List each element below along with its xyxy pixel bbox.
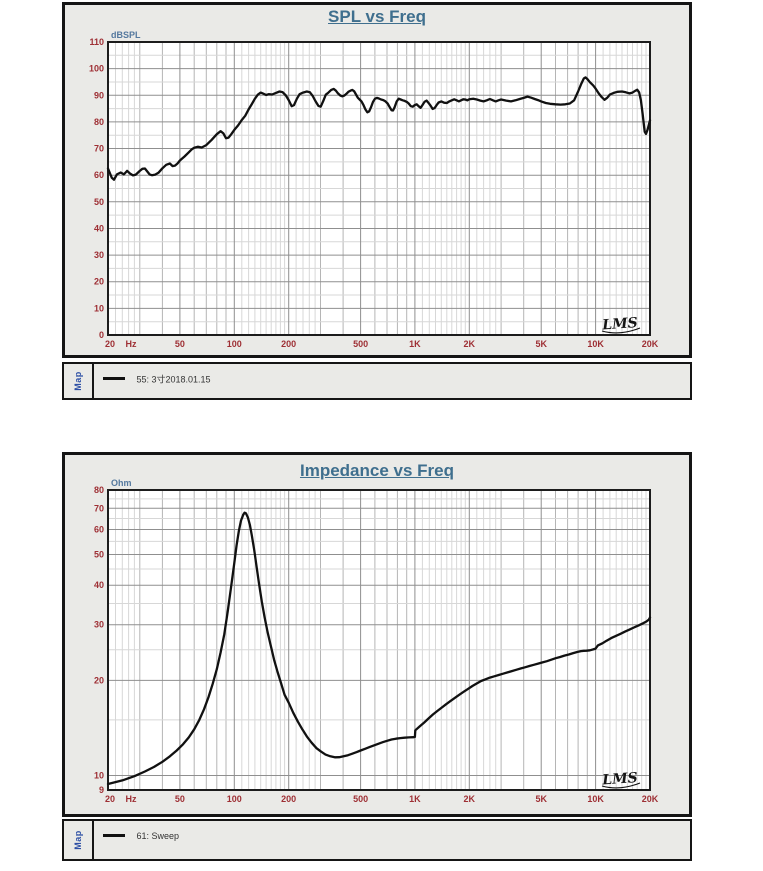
legend-label: 61: Sweep <box>136 830 179 841</box>
svg-text:10K: 10K <box>587 339 604 349</box>
impedance-window: Impedance vs Freq 20 50 100 200 500 1K 2K 5K 10K… <box>62 452 692 817</box>
svg-text:20K: 20K <box>642 339 659 349</box>
spl-legend: 55: 3寸2018.01.15 <box>94 364 690 398</box>
legend-label: 55: 3寸2018.01.15 <box>136 374 211 385</box>
svg-text:500: 500 <box>353 339 368 349</box>
svg-text:2K: 2K <box>464 339 476 349</box>
svg-text:20K: 20K <box>642 794 659 804</box>
svg-text:40: 40 <box>94 224 104 234</box>
svg-text:10: 10 <box>94 303 104 313</box>
impedance-map-panel: Map 61: Sweep <box>62 819 692 861</box>
svg-text:60: 60 <box>94 525 104 535</box>
svg-text:100: 100 <box>89 64 104 74</box>
svg-text:40: 40 <box>94 580 104 590</box>
svg-text:50: 50 <box>94 550 104 560</box>
svg-text:2K: 2K <box>464 794 476 804</box>
svg-text:9: 9 <box>99 785 104 795</box>
legend-line-swatch <box>103 834 125 838</box>
svg-text:20: 20 <box>105 339 115 349</box>
svg-text:1K: 1K <box>409 339 421 349</box>
spl-chart: 20 50 100 200 500 1K 2K 5K 10K 20KHz1101009080706… <box>89 30 659 349</box>
svg-text:70: 70 <box>94 503 104 513</box>
svg-text:100: 100 <box>227 794 242 804</box>
svg-text:50: 50 <box>175 794 185 804</box>
map-label: Map <box>73 830 83 850</box>
svg-text:20: 20 <box>105 794 115 804</box>
svg-text:50: 50 <box>175 339 185 349</box>
svg-text:30: 30 <box>94 250 104 260</box>
svg-text:80: 80 <box>94 117 104 127</box>
svg-text:0: 0 <box>99 330 104 340</box>
legend-line-swatch <box>103 377 125 381</box>
svg-text:70: 70 <box>94 144 104 154</box>
svg-text:10K: 10K <box>587 794 604 804</box>
map-tab[interactable]: Map <box>64 821 94 859</box>
svg-text:LMS: LMS <box>601 770 638 789</box>
svg-text:Hz: Hz <box>126 794 137 804</box>
svg-text:20: 20 <box>94 675 104 685</box>
impedance-chart: 20 50 100 200 500 1K 2K 5K 10K 20K Hz 80 70 60 50 40 30 2… <box>94 478 659 804</box>
svg-text:LMS: LMS <box>601 315 638 334</box>
svg-text:5K: 5K <box>535 339 547 349</box>
svg-text:90: 90 <box>94 90 104 100</box>
impedance-legend: 61: Sweep <box>94 821 690 859</box>
svg-text:5K: 5K <box>535 794 547 804</box>
svg-text:500: 500 <box>353 794 368 804</box>
svg-text:110: 110 <box>89 37 104 47</box>
svg-text:20: 20 <box>94 277 104 287</box>
svg-text:1K: 1K <box>409 794 421 804</box>
svg-text:100: 100 <box>227 339 242 349</box>
svg-text:80: 80 <box>94 485 104 495</box>
spl-map-panel: Map 55: 3寸2018.01.15 <box>62 362 692 400</box>
map-label: Map <box>73 371 83 391</box>
svg-text:200: 200 <box>281 794 296 804</box>
svg-text:50: 50 <box>94 197 104 207</box>
svg-text:Hz: Hz <box>126 339 137 349</box>
svg-text:10: 10 <box>94 771 104 781</box>
svg-text:dBSPL: dBSPL <box>111 30 141 40</box>
map-tab[interactable]: Map <box>64 364 94 398</box>
svg-text:200: 200 <box>281 339 296 349</box>
svg-text:30: 30 <box>94 620 104 630</box>
svg-text:Ohm: Ohm <box>111 478 132 488</box>
svg-text:60: 60 <box>94 170 104 180</box>
spl-window: SPL vs Freq 20 50 100 200 500 1K 2K 5K 10K 20K Hz 1… <box>62 2 692 358</box>
